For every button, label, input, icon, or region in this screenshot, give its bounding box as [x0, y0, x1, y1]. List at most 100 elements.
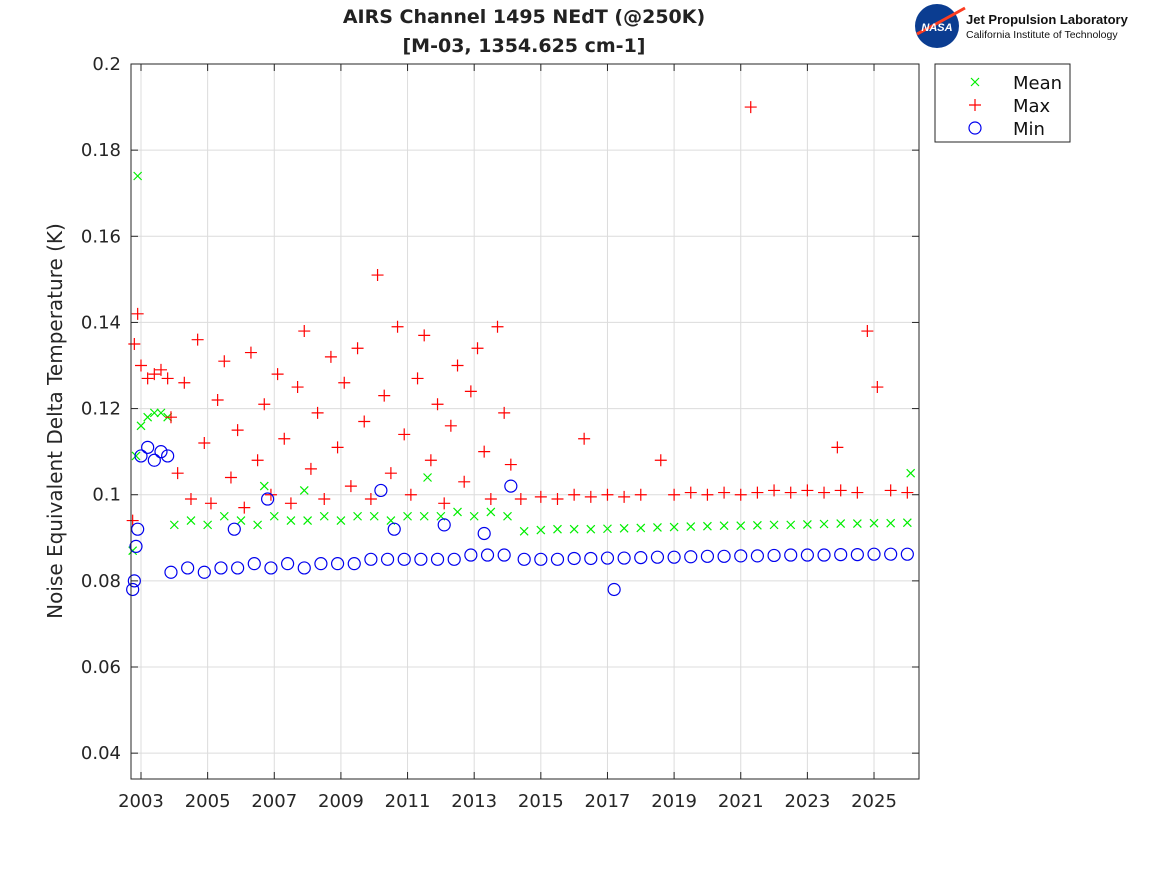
- min-point: [800, 548, 814, 562]
- series-mean: [128, 171, 916, 556]
- min-point: [447, 552, 461, 566]
- max-point: [148, 368, 161, 381]
- min-point: [314, 557, 328, 571]
- min-point: [867, 547, 881, 561]
- min-point: [154, 445, 168, 459]
- legend-max-marker: [969, 99, 981, 111]
- mean-point: [819, 519, 829, 529]
- max-point: [304, 462, 317, 475]
- y-tick-label: 0.16: [81, 226, 121, 247]
- mean-point: [603, 524, 612, 534]
- min-point: [767, 548, 781, 563]
- min-point: [464, 548, 478, 562]
- min-point: [264, 561, 278, 575]
- max-point: [424, 454, 437, 467]
- max-point: [861, 325, 874, 338]
- max-point: [418, 329, 431, 342]
- mean-point: [836, 519, 846, 529]
- min-point: [717, 549, 731, 563]
- x-tick-label: 2003: [118, 791, 164, 812]
- mean-point: [586, 524, 596, 534]
- max-point: [211, 393, 224, 406]
- min-point: [567, 551, 581, 566]
- max-point: [218, 355, 231, 368]
- max-point: [438, 497, 451, 510]
- mean-point: [503, 511, 512, 521]
- mean-point: [143, 412, 153, 422]
- mean-point: [736, 521, 746, 531]
- min-point: [181, 561, 195, 575]
- mean-point: [453, 507, 462, 517]
- mean-point: [353, 511, 362, 521]
- max-point: [324, 350, 337, 363]
- mean-point: [569, 524, 579, 534]
- max-point: [171, 467, 184, 480]
- min-point: [534, 552, 548, 566]
- max-point: [834, 484, 847, 497]
- mean-point: [169, 520, 179, 530]
- max-point: [768, 484, 781, 497]
- min-point: [129, 539, 143, 554]
- x-tick-label: 2013: [451, 791, 497, 812]
- min-point: [161, 449, 175, 463]
- max-point: [471, 342, 484, 355]
- mean-point: [769, 520, 779, 530]
- min-point: [231, 561, 245, 575]
- grid: [131, 63, 919, 779]
- mean-point: [619, 523, 629, 533]
- min-point: [387, 522, 401, 536]
- max-point: [358, 415, 371, 428]
- max-point: [161, 372, 174, 385]
- min-point: [650, 550, 665, 564]
- min-point: [227, 522, 241, 536]
- mean-point: [319, 511, 329, 521]
- y-tick-label: 0.2: [92, 54, 121, 75]
- max-point: [654, 454, 667, 467]
- mean-point: [149, 408, 159, 418]
- mean-point: [369, 511, 379, 521]
- mean-point: [686, 522, 696, 532]
- mean-point: [469, 511, 479, 521]
- mean-point: [133, 171, 143, 181]
- min-point: [504, 479, 518, 493]
- min-point: [437, 518, 451, 532]
- max-point: [291, 381, 304, 394]
- max-point: [298, 325, 311, 338]
- mean-point: [303, 516, 313, 525]
- max-point: [198, 437, 211, 450]
- x-tick-label: 2017: [585, 791, 631, 812]
- mean-point: [902, 518, 912, 528]
- mean-point: [219, 511, 229, 521]
- chart-title: AIRS Channel 1495 NEdT (@250K) [M-03, 13…: [343, 6, 705, 57]
- max-point: [484, 493, 497, 506]
- caltech-name: California Institute of Technology: [966, 29, 1118, 41]
- x-tick-label: 2011: [385, 791, 431, 812]
- max-point: [411, 372, 424, 385]
- mean-point: [536, 525, 546, 535]
- max-point: [284, 497, 297, 510]
- min-point: [364, 552, 378, 566]
- min-point: [497, 548, 511, 562]
- max-point: [391, 320, 404, 333]
- max-point: [871, 381, 884, 394]
- max-point: [128, 337, 141, 350]
- max-point: [431, 398, 444, 411]
- max-point: [378, 389, 391, 402]
- mean-point: [519, 526, 529, 536]
- max-point: [551, 493, 564, 506]
- mean-point: [286, 516, 296, 525]
- max-point: [751, 486, 764, 499]
- max-point: [634, 488, 647, 501]
- max-point: [398, 428, 411, 441]
- max-point: [371, 269, 384, 282]
- max-point: [244, 346, 257, 359]
- max-point: [514, 493, 527, 506]
- y-tick-label: 0.1: [92, 485, 121, 506]
- max-point: [701, 488, 714, 501]
- max-point: [478, 445, 491, 458]
- max-point: [231, 424, 244, 437]
- min-point: [414, 552, 428, 566]
- max-point: [204, 497, 217, 510]
- mean-point: [419, 511, 429, 521]
